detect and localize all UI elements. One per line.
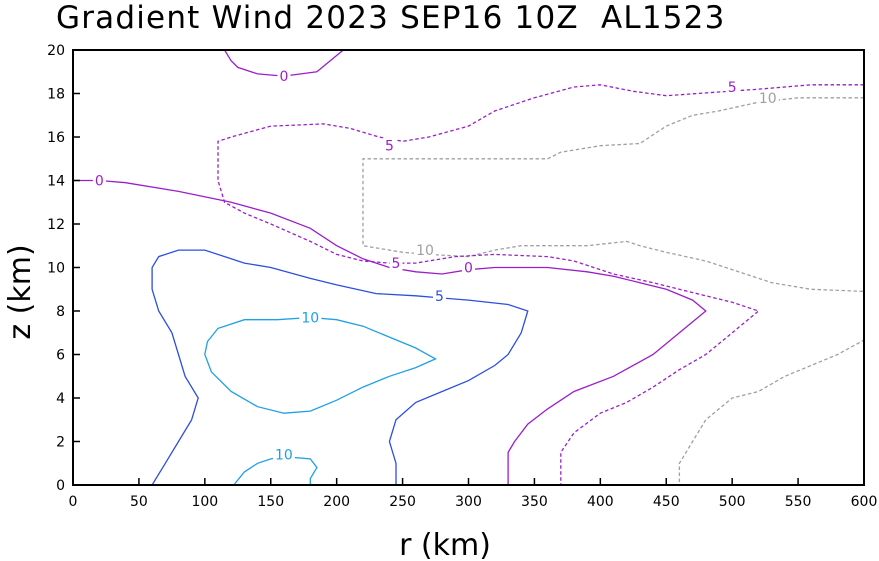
- x-tick-label: 550: [785, 494, 812, 510]
- contour-zero-label: 0: [279, 69, 288, 85]
- contour-pos10-label: 10: [301, 311, 319, 327]
- x-tick-label: 0: [69, 494, 78, 510]
- x-tick-label: 100: [191, 494, 218, 510]
- y-tick-label: 18: [47, 87, 65, 103]
- contour-neg5-label-bg: [382, 137, 396, 154]
- y-tick-label: 16: [47, 130, 65, 146]
- contour-pos10-label: 10: [275, 448, 293, 464]
- x-tick-label: 400: [587, 494, 614, 510]
- y-tick-label: 2: [56, 435, 65, 451]
- contour-zero-line: [73, 179, 707, 485]
- y-axis-label: z (km): [3, 244, 38, 339]
- x-tick-label: 500: [719, 494, 746, 510]
- x-tick-label: 150: [257, 494, 284, 510]
- y-tick-label: 10: [47, 261, 65, 277]
- x-tick-label: 450: [653, 494, 680, 510]
- contour-pos5-line: [151, 249, 529, 485]
- x-tick-label: 300: [455, 494, 482, 510]
- y-tick-label: 20: [47, 43, 65, 59]
- y-tick-label: 14: [47, 174, 65, 190]
- contour-neg5-label-bg: [725, 78, 739, 95]
- y-tick-label: 8: [56, 304, 65, 320]
- contour-neg5-label: 5: [385, 139, 394, 155]
- y-tick-label: 0: [56, 478, 65, 494]
- x-axis-label: r (km): [399, 528, 491, 561]
- y-tick-label: 6: [56, 348, 65, 364]
- chart-title: Gradient Wind 2023 SEP16 10Z AL1523: [56, 0, 726, 36]
- y-tick-label: 4: [56, 391, 65, 407]
- contour-pos10-label-bg: [272, 446, 295, 463]
- x-tick-label: 600: [851, 494, 878, 510]
- contour-neg5-label: 5: [728, 80, 737, 96]
- x-tick-label: 50: [130, 494, 148, 510]
- contour-zero-label-bg: [277, 68, 291, 85]
- contour-neg10-label-bg: [756, 89, 779, 106]
- contour-neg10-label: 10: [416, 243, 434, 259]
- contour-pos5-label: 5: [435, 289, 444, 305]
- contour-neg5-line: [217, 84, 864, 485]
- x-tick-label: 250: [389, 494, 416, 510]
- contour-neg10-label-bg: [413, 242, 436, 259]
- x-tick-label: 350: [521, 494, 548, 510]
- contour-neg10-label: 10: [759, 91, 777, 107]
- contour-pos10-label-bg: [299, 309, 322, 326]
- contour-neg5-label-bg: [389, 255, 403, 272]
- contour-zero-label: 0: [464, 261, 473, 277]
- contour-zero-label-bg: [92, 172, 106, 189]
- contour-zero-label: 0: [95, 174, 104, 190]
- contour-pos10-line: [204, 316, 437, 414]
- contour-zero-label-bg: [462, 259, 475, 276]
- x-tick-label: 200: [323, 494, 350, 510]
- y-tick-label: 12: [47, 217, 65, 233]
- contour-pos5-label-bg: [432, 287, 446, 304]
- contour-zero-line: [224, 50, 344, 77]
- contour-neg10-line: [362, 97, 864, 485]
- contour-neg5-label: 5: [392, 256, 401, 272]
